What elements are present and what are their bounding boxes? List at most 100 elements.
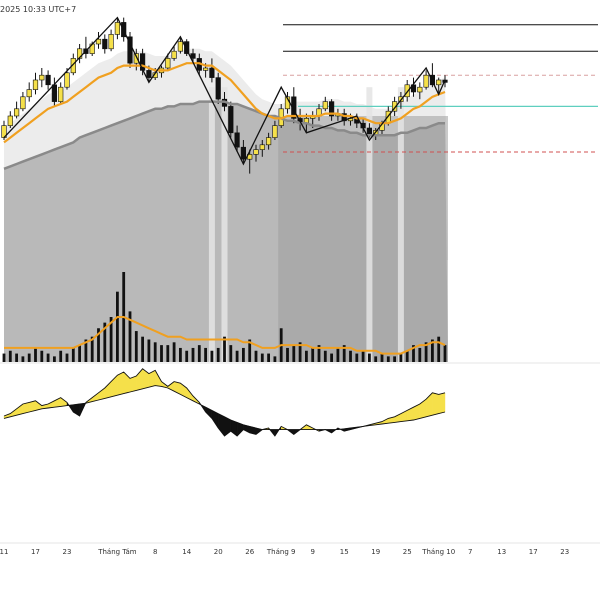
candle[interactable] xyxy=(328,99,335,121)
candle-body xyxy=(51,84,57,102)
candle-body xyxy=(423,74,429,88)
candle-body xyxy=(328,101,335,117)
volume-bar xyxy=(437,336,441,362)
x-tick-label: 26 xyxy=(245,548,254,556)
candle[interactable] xyxy=(265,132,272,150)
candle[interactable] xyxy=(108,29,114,52)
volume-bar xyxy=(286,347,289,362)
volume-bar xyxy=(260,353,264,362)
candle-body xyxy=(171,50,177,59)
x-tick-label: 9 xyxy=(310,548,314,556)
candle[interactable] xyxy=(259,140,265,157)
price-panel[interactable] xyxy=(1,16,598,362)
volume-bar xyxy=(15,353,18,362)
volume-bar xyxy=(65,353,69,362)
volume-bar xyxy=(191,347,195,362)
x-tick-label: 8 xyxy=(153,548,157,556)
volume-ma-line xyxy=(4,316,446,355)
x-tick-label: 13 xyxy=(497,548,506,556)
candle[interactable] xyxy=(177,36,184,54)
candle[interactable] xyxy=(127,32,133,68)
candle[interactable] xyxy=(291,87,297,124)
candle-body xyxy=(272,125,278,138)
candle[interactable] xyxy=(7,111,13,128)
candle[interactable] xyxy=(404,80,410,102)
candle-body xyxy=(102,38,108,50)
candle[interactable] xyxy=(95,32,102,49)
candle[interactable] xyxy=(215,72,221,104)
candle-body xyxy=(417,86,423,93)
candle[interactable] xyxy=(77,44,83,64)
volume-bar xyxy=(179,347,182,362)
volume-bar xyxy=(46,353,50,362)
volume-bar xyxy=(53,356,56,362)
x-tick-label: Tháng Tám xyxy=(97,548,137,556)
candle[interactable] xyxy=(423,70,429,90)
volume-bar xyxy=(134,331,138,362)
volume-bar xyxy=(317,345,321,362)
candle[interactable] xyxy=(32,72,39,95)
volume-bar xyxy=(2,353,6,362)
volume-bar xyxy=(254,350,258,362)
volume-bar xyxy=(172,342,176,362)
volume-bar xyxy=(78,345,81,362)
candle[interactable] xyxy=(83,36,89,59)
x-tick-label: 17 xyxy=(529,548,538,556)
volume-bar xyxy=(97,328,100,362)
candle[interactable] xyxy=(234,125,240,152)
candle[interactable] xyxy=(436,77,442,95)
candle[interactable] xyxy=(20,92,26,112)
volume-bar xyxy=(235,350,239,362)
volume-panel[interactable] xyxy=(2,272,447,362)
volume-bar xyxy=(197,345,201,362)
candle[interactable] xyxy=(114,17,120,40)
candle[interactable] xyxy=(417,82,423,100)
highlight-stripe-2 xyxy=(366,87,373,362)
volume-bar xyxy=(386,356,390,362)
volume-bar xyxy=(103,322,107,362)
candle[interactable] xyxy=(184,39,190,56)
volume-bar xyxy=(242,347,245,362)
oscillator-signal-line xyxy=(3,385,446,431)
candle[interactable] xyxy=(39,68,45,88)
candle[interactable] xyxy=(253,144,259,162)
candle[interactable] xyxy=(165,53,171,71)
candle[interactable] xyxy=(322,96,328,112)
volume-bar xyxy=(267,353,270,362)
candle[interactable] xyxy=(102,34,108,54)
candle[interactable] xyxy=(209,58,215,83)
candle[interactable] xyxy=(133,48,139,71)
candle-body xyxy=(322,101,328,110)
volume-bar xyxy=(153,342,157,362)
candle[interactable] xyxy=(228,101,234,138)
candle-body xyxy=(7,115,13,126)
volume-bar xyxy=(147,339,151,362)
candle-body xyxy=(259,144,265,150)
volume-bar xyxy=(399,353,403,362)
volume-bar xyxy=(116,291,119,362)
candle-body xyxy=(26,89,32,98)
x-tick-label: 20 xyxy=(214,548,223,556)
candle[interactable] xyxy=(45,70,51,90)
price-background-bands xyxy=(4,48,448,362)
candle[interactable] xyxy=(14,101,20,119)
candle[interactable] xyxy=(171,46,177,61)
x-tick-label: Tháng 10 xyxy=(421,548,455,556)
candle[interactable] xyxy=(58,82,64,104)
x-tick-label: 23 xyxy=(560,548,569,556)
candle-body xyxy=(70,58,76,74)
candle[interactable] xyxy=(391,96,398,116)
candle-body xyxy=(190,53,196,59)
candle[interactable] xyxy=(240,140,247,164)
candle-body xyxy=(228,106,234,134)
zigzag-line xyxy=(3,16,446,166)
candle[interactable] xyxy=(272,120,278,140)
x-tick-label: 17 xyxy=(31,548,40,556)
candle[interactable] xyxy=(26,82,32,102)
volume-bar xyxy=(223,336,226,362)
x-axis: 11 17 23 Tháng Tám 8 14 20 26 Tháng 9 9 15 19 25 Thán… xyxy=(0,548,569,556)
oscillator-panel[interactable] xyxy=(3,368,446,437)
chart-timestamp: 2025 10:33 UTC+7 xyxy=(0,5,76,14)
candle-body xyxy=(184,41,190,54)
